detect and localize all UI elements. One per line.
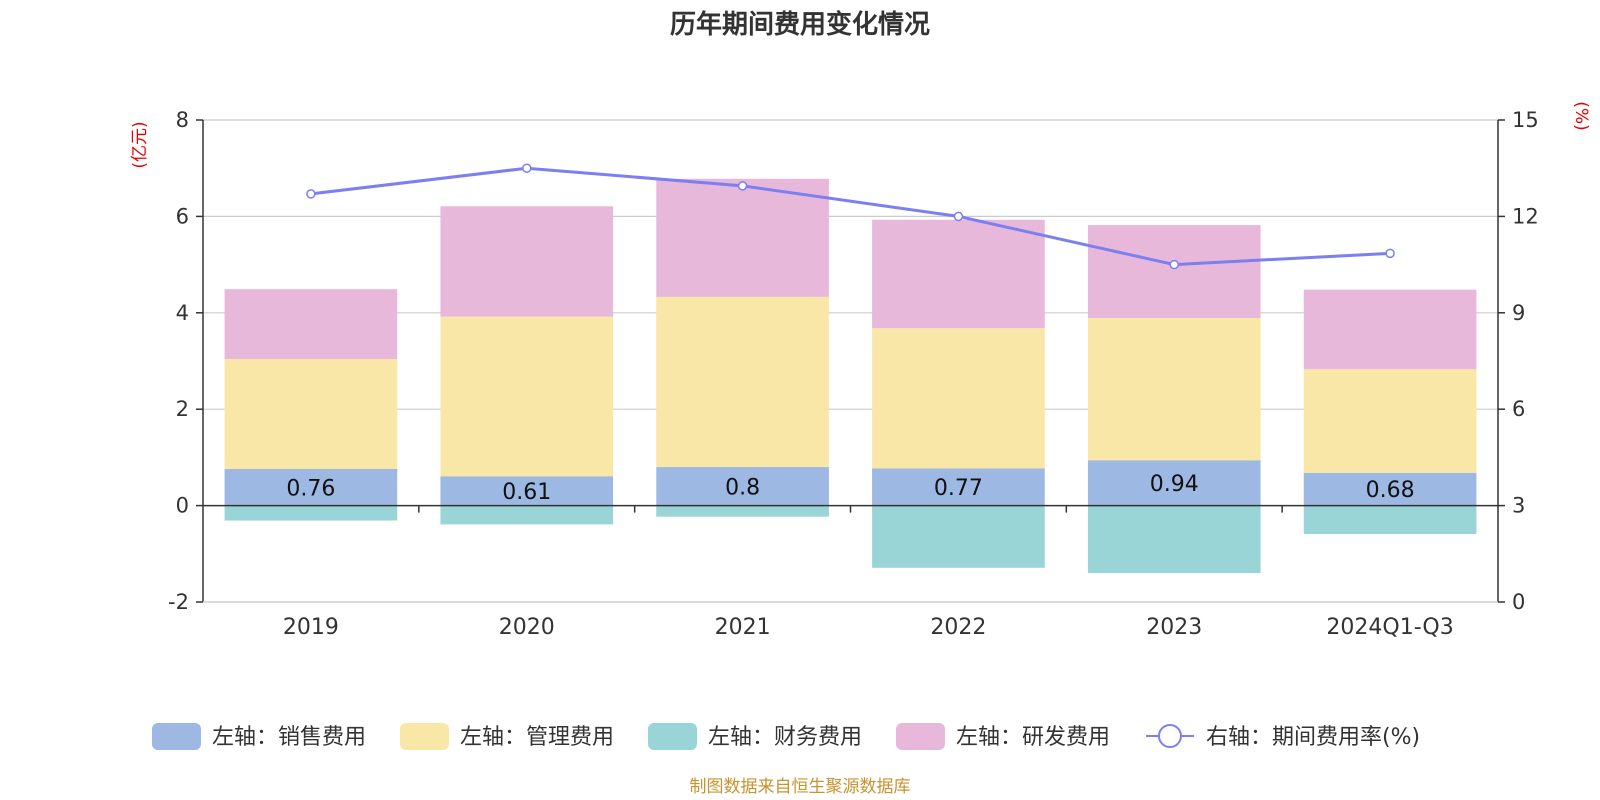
left-tick-label: 6 [176,204,189,228]
category-label: 2019 [283,615,339,640]
data-label: 0.94 [1150,472,1199,497]
bar-segment [656,178,829,297]
rate-line-path [310,166,1391,267]
legend-swatch [152,723,201,750]
bar-segment [224,505,398,521]
axes: 8 6 4 2 0 -2 15 12 9 6 3 0 2019 2020 2021 2022 2023 2024Q… [168,108,1539,640]
bar-segment [872,328,1045,469]
left-tick-label: 8 [176,108,189,132]
bar-segment [1087,318,1261,461]
legend-label: 右轴：期间费用率(%) [1206,725,1420,750]
bar-segment [1087,225,1261,319]
legend-label: 左轴：管理费用 [460,725,614,750]
bar-segment [440,505,614,525]
right-tick-label: 12 [1512,204,1539,228]
bars [224,178,1477,574]
data-labels: 0.76 0.61 0.8 0.77 0.94 0.68 [286,472,1414,505]
legend-swatch [400,723,449,750]
left-tick-label: 4 [176,301,189,325]
rate-point [1385,248,1395,259]
category-label: 2021 [715,615,771,640]
data-label: 0.77 [934,476,983,501]
chart-title: 历年期间费用变化情况 [670,9,930,40]
legend-label: 左轴：销售费用 [212,725,366,750]
rate-point [306,189,316,199]
bar-segment [872,505,1045,568]
bar-segment [1303,505,1477,535]
bar-segment [1303,369,1477,473]
bar-segment [440,206,614,317]
bar-segment [1303,289,1477,370]
bar-segment [440,476,614,506]
rate-point [737,181,748,191]
bar-segment [656,505,829,517]
data-label: 0.76 [286,476,335,501]
category-label: 2020 [499,615,555,640]
bar-segment [1303,472,1477,506]
bar-segment [656,467,829,506]
legend-label: 左轴：财务费用 [708,725,862,750]
legend-swatch [896,723,945,750]
data-label: 0.61 [502,480,551,505]
bar-segment [872,468,1045,506]
left-tick-label: -2 [168,590,189,614]
bar-segment [224,289,398,360]
right-tick-label: 0 [1512,590,1525,614]
source-note: 制图数据来自恒生聚源数据库 [690,777,911,797]
data-label: 0.68 [1366,478,1415,503]
rate-line [306,163,1395,270]
rate-point [1169,259,1179,270]
rate-point [522,163,532,173]
bar-segment [656,296,829,468]
category-label: 2023 [1146,615,1202,640]
bar-segment [1087,460,1261,506]
bar-segment [224,359,398,469]
legend-label: 左轴：研发费用 [956,725,1110,750]
category-label: 2022 [930,615,986,640]
right-axis-unit: (%) [1571,101,1591,130]
bar-segment [1087,505,1261,574]
legend: 左轴：销售费用 左轴：管理费用 左轴：财务费用 左轴：研发费用 右轴：期间费用率(%) [152,723,1420,750]
right-tick-label: 3 [1512,494,1525,518]
left-axis-unit: (亿元) [130,121,150,168]
legend-swatch [648,723,697,750]
left-tick-label: 0 [176,494,189,518]
bar-segment [224,468,398,506]
right-tick-label: 9 [1512,301,1525,325]
left-tick-label: 2 [176,397,189,421]
right-tick-label: 6 [1512,397,1525,421]
bar-segment [872,219,1045,329]
data-label: 0.8 [725,475,760,500]
rate-point [953,211,964,222]
right-tick-label: 15 [1512,108,1539,132]
legend-circle-icon [1158,724,1182,748]
category-label: 2024Q1-Q3 [1326,615,1453,640]
bar-segment [440,316,614,477]
